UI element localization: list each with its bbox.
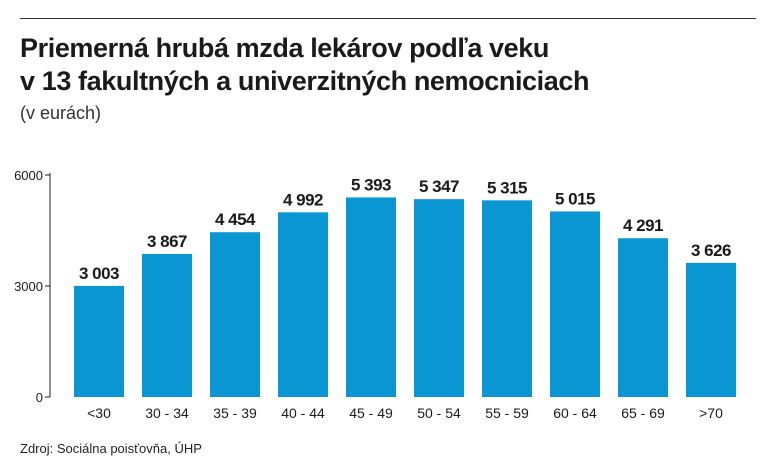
- x-tick-label: 50 - 54: [417, 405, 461, 421]
- y-tick-label: 6000: [14, 168, 43, 183]
- x-tick-label: 40 - 44: [281, 405, 325, 421]
- x-tick-label: 65 - 69: [621, 405, 665, 421]
- x-tick-label: 35 - 39: [213, 405, 257, 421]
- y-tick-label: 0: [36, 390, 43, 405]
- bar-value-label: 4 454: [215, 210, 256, 229]
- x-tick-label: >70: [699, 405, 723, 421]
- bar: [686, 262, 736, 397]
- bar: [414, 199, 464, 397]
- bar-value-label: 3 626: [691, 241, 731, 260]
- chart-title-line-2: v 13 fakultných a univerzitných nemocnic…: [20, 66, 590, 96]
- bar-value-label: 4 992: [283, 190, 323, 209]
- bar: [482, 200, 532, 397]
- y-tick-label: 3000: [14, 279, 43, 294]
- bar-value-label: 5 393: [351, 175, 391, 194]
- top-rule: [20, 18, 756, 19]
- bar: [618, 238, 668, 397]
- value-labels: 3 003 3 867 4 454 4 992 5 393 5 347 5 315 5 015…: [79, 175, 732, 283]
- bar: [346, 197, 396, 397]
- x-tick-label: 55 - 59: [485, 405, 529, 421]
- bar: [210, 232, 260, 397]
- chart-title-line-1: Priemerná hrubá mzda lekárov podľa veku: [20, 33, 550, 63]
- bar-value-label: 3 867: [147, 232, 187, 251]
- x-tick-label: 60 - 64: [553, 405, 597, 421]
- chart-title: Priemerná hrubá mzda lekárov podľa veku …: [20, 32, 750, 98]
- bar-value-label: 4 291: [623, 216, 663, 235]
- bar: [550, 211, 600, 397]
- chart-subtitle: (v eurách): [20, 103, 102, 123]
- bar-value-label: 3 003: [79, 264, 119, 283]
- bar: [74, 285, 124, 397]
- bar-value-label: 5 315: [487, 178, 527, 197]
- bar: [142, 253, 192, 397]
- bar-value-label: 5 015: [555, 189, 595, 208]
- x-tick-label: 30 - 34: [145, 405, 189, 421]
- x-tick-label: <30: [87, 405, 111, 421]
- bar: [278, 212, 328, 397]
- x-tick-labels: <30 30 - 34 35 - 39 40 - 44 45 - 49 50 - 54 55…: [87, 405, 723, 421]
- x-tick-label: 45 - 49: [349, 405, 393, 421]
- y-axis: 0 3000 6000: [14, 168, 51, 405]
- source-note: Zdroj: Sociálna poisťovňa, ÚHP: [20, 441, 202, 456]
- bars: [74, 197, 736, 397]
- bar-value-label: 5 347: [419, 177, 459, 196]
